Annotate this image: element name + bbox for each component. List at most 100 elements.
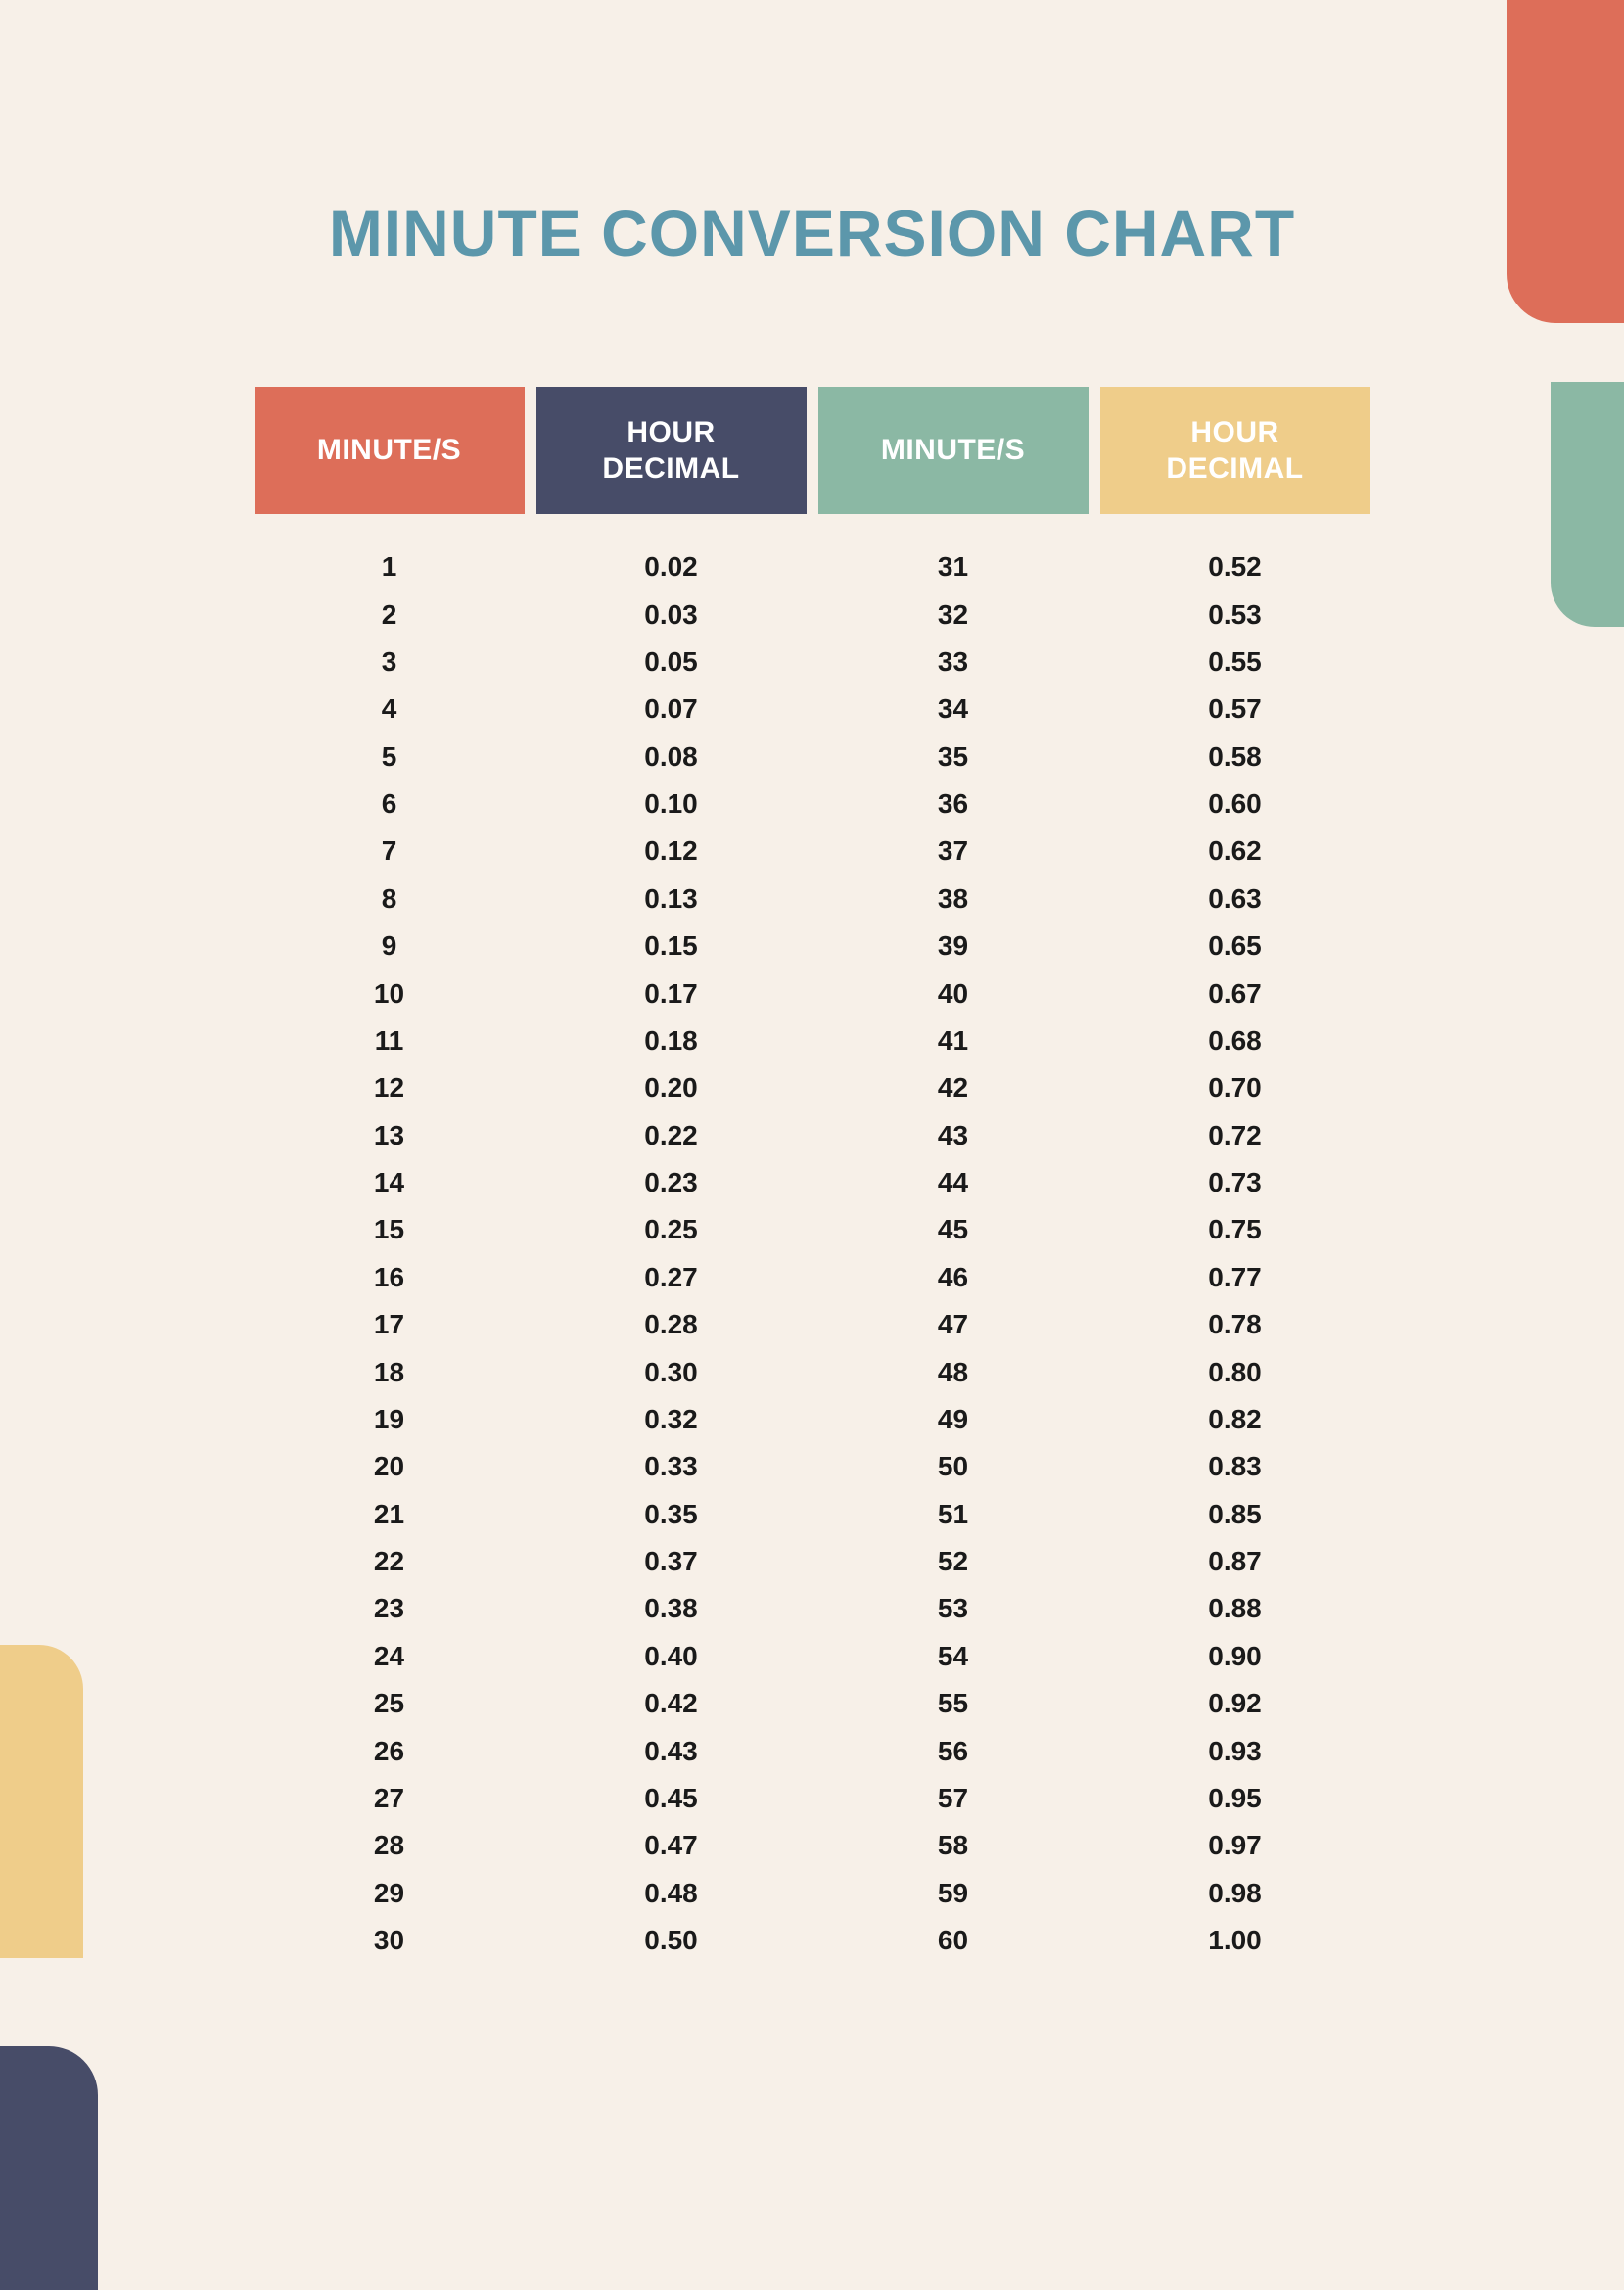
decoration-green <box>1551 382 1624 627</box>
table-cell: 46 <box>818 1254 1089 1301</box>
table-cell: 0.52 <box>1100 543 1370 590</box>
table-cell: 10 <box>255 969 525 1016</box>
table-cell: 49 <box>818 1396 1089 1443</box>
table-row: 30.05330.55 <box>255 638 1370 685</box>
table-cell: 0.77 <box>1100 1254 1370 1301</box>
table-cell: 7 <box>255 827 525 874</box>
table-cell: 0.15 <box>536 922 807 969</box>
table-row: 250.42550.92 <box>255 1680 1370 1727</box>
table-cell: 0.68 <box>1100 1017 1370 1064</box>
table-row: 210.35510.85 <box>255 1491 1370 1538</box>
table-cell: 3 <box>255 638 525 685</box>
table-cell: 45 <box>818 1206 1089 1253</box>
table-row: 220.37520.87 <box>255 1538 1370 1585</box>
table-cell: 0.72 <box>1100 1112 1370 1159</box>
table-cell: 0.50 <box>536 1917 807 1964</box>
table-cell: 0.42 <box>536 1680 807 1727</box>
decoration-coral <box>1507 0 1624 323</box>
table-cell: 8 <box>255 875 525 922</box>
table-cell: 0.48 <box>536 1870 807 1917</box>
table-row: 70.12370.62 <box>255 827 1370 874</box>
table-cell: 50 <box>818 1443 1089 1490</box>
table-cell: 27 <box>255 1775 525 1822</box>
table-cell: 0.93 <box>1100 1727 1370 1774</box>
table-row: 60.10360.60 <box>255 780 1370 827</box>
table-row: 190.32490.82 <box>255 1396 1370 1443</box>
table-cell: 0.33 <box>536 1443 807 1490</box>
table-row: 170.28470.78 <box>255 1301 1370 1348</box>
table-cell: 0.70 <box>1100 1064 1370 1111</box>
table-cell: 56 <box>818 1727 1089 1774</box>
column-header-3: MINUTE/S <box>818 387 1089 514</box>
table-cell: 0.03 <box>536 590 807 637</box>
table-cell: 0.02 <box>536 543 807 590</box>
table-cell: 0.87 <box>1100 1538 1370 1585</box>
table-row: 290.48590.98 <box>255 1870 1370 1917</box>
table-cell: 55 <box>818 1680 1089 1727</box>
table-row: 240.40540.90 <box>255 1633 1370 1680</box>
table-cell: 2 <box>255 590 525 637</box>
table-cell: 5 <box>255 733 525 780</box>
table-cell: 0.35 <box>536 1491 807 1538</box>
table-cell: 0.25 <box>536 1206 807 1253</box>
table-row: 50.08350.58 <box>255 733 1370 780</box>
table-cell: 0.27 <box>536 1254 807 1301</box>
table-body: 10.02310.5220.03320.5330.05330.5540.0734… <box>255 543 1370 1964</box>
table-cell: 0.82 <box>1100 1396 1370 1443</box>
table-cell: 48 <box>818 1348 1089 1395</box>
table-row: 270.45570.95 <box>255 1775 1370 1822</box>
table-row: 40.07340.57 <box>255 685 1370 732</box>
table-cell: 0.67 <box>1100 969 1370 1016</box>
table-cell: 17 <box>255 1301 525 1348</box>
table-cell: 0.20 <box>536 1064 807 1111</box>
table-cell: 15 <box>255 1206 525 1253</box>
page-title: MINUTE CONVERSION CHART <box>0 196 1624 270</box>
table-cell: 9 <box>255 922 525 969</box>
conversion-table: MINUTE/SHOURDECIMALMINUTE/SHOURDECIMAL 1… <box>255 387 1370 1964</box>
table-cell: 0.92 <box>1100 1680 1370 1727</box>
table-cell: 0.85 <box>1100 1491 1370 1538</box>
table-cell: 31 <box>818 543 1089 590</box>
table-cell: 0.23 <box>536 1159 807 1206</box>
table-cell: 20 <box>255 1443 525 1490</box>
table-cell: 1 <box>255 543 525 590</box>
table-cell: 1.00 <box>1100 1917 1370 1964</box>
table-cell: 0.47 <box>536 1822 807 1869</box>
table-cell: 0.45 <box>536 1775 807 1822</box>
table-cell: 0.97 <box>1100 1822 1370 1869</box>
table-cell: 6 <box>255 780 525 827</box>
table-row: 230.38530.88 <box>255 1585 1370 1632</box>
table-cell: 0.17 <box>536 969 807 1016</box>
table-cell: 4 <box>255 685 525 732</box>
table-cell: 0.65 <box>1100 922 1370 969</box>
table-cell: 0.32 <box>536 1396 807 1443</box>
table-cell: 0.63 <box>1100 875 1370 922</box>
table-cell: 0.13 <box>536 875 807 922</box>
table-cell: 0.10 <box>536 780 807 827</box>
table-cell: 25 <box>255 1680 525 1727</box>
table-cell: 24 <box>255 1633 525 1680</box>
table-row: 130.22430.72 <box>255 1112 1370 1159</box>
table-cell: 0.90 <box>1100 1633 1370 1680</box>
table-cell: 39 <box>818 922 1089 969</box>
table-cell: 40 <box>818 969 1089 1016</box>
table-cell: 38 <box>818 875 1089 922</box>
table-row: 10.02310.52 <box>255 543 1370 590</box>
table-cell: 0.73 <box>1100 1159 1370 1206</box>
table-row: 150.25450.75 <box>255 1206 1370 1253</box>
table-cell: 60 <box>818 1917 1089 1964</box>
table-cell: 18 <box>255 1348 525 1395</box>
table-row: 120.20420.70 <box>255 1064 1370 1111</box>
table-cell: 0.95 <box>1100 1775 1370 1822</box>
table-cell: 0.57 <box>1100 685 1370 732</box>
table-row: 280.47580.97 <box>255 1822 1370 1869</box>
table-cell: 0.60 <box>1100 780 1370 827</box>
table-cell: 30 <box>255 1917 525 1964</box>
table-cell: 51 <box>818 1491 1089 1538</box>
table-cell: 47 <box>818 1301 1089 1348</box>
table-cell: 29 <box>255 1870 525 1917</box>
table-cell: 36 <box>818 780 1089 827</box>
column-header-4: HOURDECIMAL <box>1100 387 1370 514</box>
table-row: 110.18410.68 <box>255 1017 1370 1064</box>
table-cell: 13 <box>255 1112 525 1159</box>
